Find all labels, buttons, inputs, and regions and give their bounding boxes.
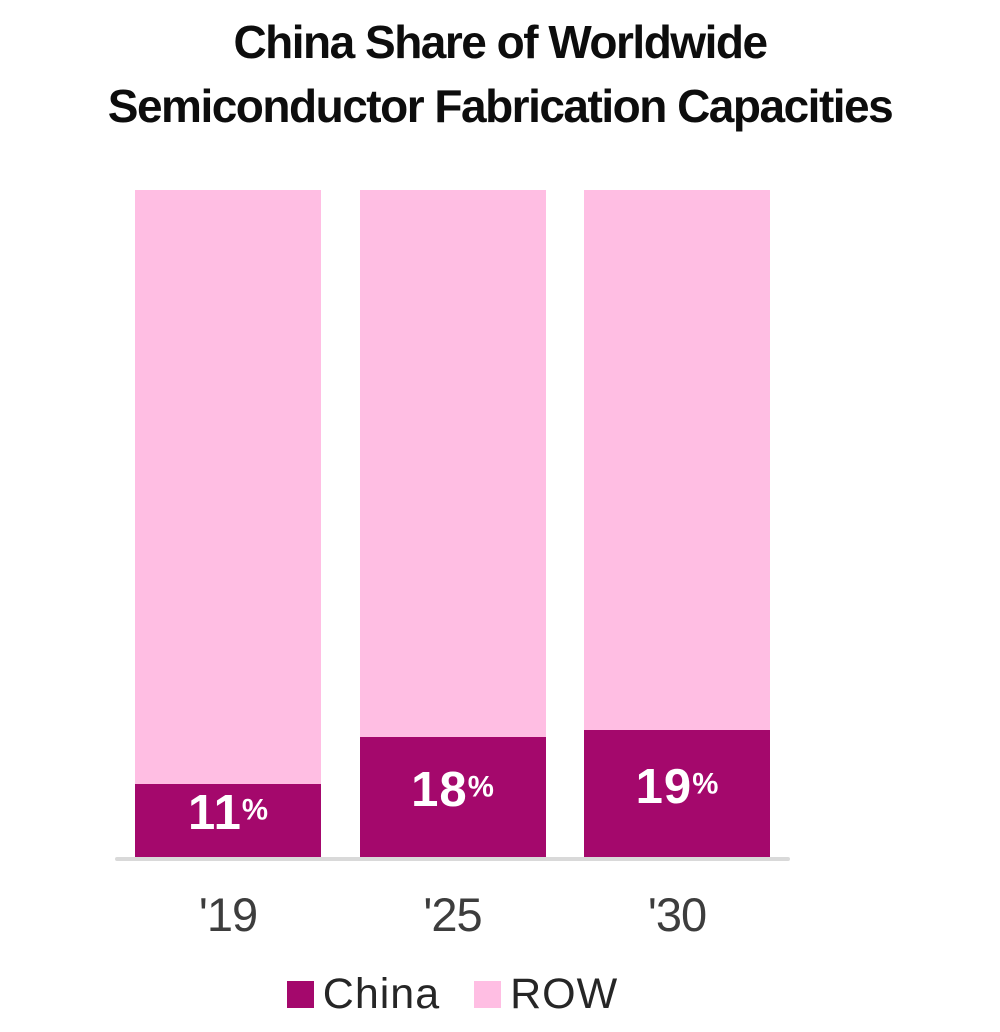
chart-title-line2: Semiconductor Fabrication Capacities — [107, 80, 894, 132]
bar-segment-china-30: 19% — [584, 730, 770, 857]
x-axis-label-19: '19 — [198, 888, 258, 941]
bar-segment-china-25: 18% — [359, 736, 546, 857]
legend-item-row: ROW — [474, 970, 618, 1019]
legend-swatch-icon — [474, 981, 502, 1008]
data-label-number: 18 — [411, 762, 468, 817]
chart-title: China Share of Worldwide Semiconductor F… — [0, 10, 1000, 138]
data-label-percent-sign: % — [692, 767, 719, 801]
data-label-25: 18% — [411, 762, 494, 818]
bar-segment-china-19: 11% — [135, 783, 321, 857]
legend-swatch-icon — [286, 981, 314, 1008]
data-label-percent-sign: % — [241, 793, 268, 827]
plot-area: 11% 18% 19% '19'25'30 — [115, 190, 790, 942]
legend-label: ROW — [510, 970, 619, 1018]
bar-segment-row-19 — [135, 190, 321, 784]
data-label-19: 11% — [188, 785, 268, 841]
data-label-number: 19 — [635, 759, 693, 814]
chart-title-line1: China Share of Worldwide — [233, 16, 768, 68]
x-axis-label-25: '25 — [423, 888, 482, 941]
x-axis-labels: '19 '25 '30 — [115, 887, 790, 942]
bar-group-19: 11% — [135, 190, 321, 857]
bar-group-25: 18% — [359, 190, 546, 857]
data-label-number: 11 — [188, 786, 242, 841]
bar-group-30: 19% — [584, 190, 770, 857]
legend: China ROW — [115, 970, 790, 1019]
legend-label: China — [322, 970, 441, 1018]
bar-segment-row-25 — [359, 190, 546, 737]
x-axis-label-30: '30 — [647, 888, 707, 941]
data-label-30: 19% — [636, 759, 719, 815]
bar-segment-row-30 — [584, 190, 770, 731]
x-axis-line — [115, 857, 790, 861]
data-label-percent-sign: % — [467, 770, 494, 804]
legend-item-china: China — [286, 970, 441, 1019]
bars-row: 11% 18% 19% — [115, 190, 790, 857]
